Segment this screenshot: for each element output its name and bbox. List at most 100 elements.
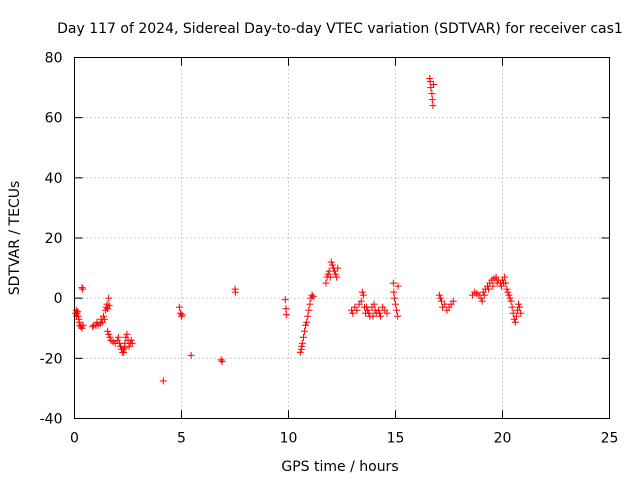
data-point: [305, 306, 313, 314]
data-point: [393, 306, 401, 314]
data-point: [334, 264, 342, 272]
data-point: [394, 282, 402, 290]
data-point: [304, 312, 312, 320]
data-point: [322, 279, 330, 287]
y-tick-label: 0: [54, 291, 63, 307]
data-point: [517, 309, 525, 317]
data-point: [436, 294, 444, 302]
data-point: [178, 311, 186, 319]
data-point: [298, 339, 306, 347]
data-point: [435, 291, 443, 299]
x-axis-label: GPS time / hours: [281, 459, 398, 475]
data-point: [428, 90, 436, 98]
data-point: [383, 309, 391, 317]
data-point: [176, 309, 184, 317]
y-axis-label: SDTVAR / TECUs: [7, 181, 23, 296]
data-point: [331, 267, 339, 275]
data-point: [175, 303, 183, 311]
x-tick-label: 25: [601, 431, 619, 447]
data-point: [478, 297, 486, 305]
data-point: [127, 336, 135, 344]
data-point: [282, 305, 290, 313]
data-point: [301, 327, 309, 335]
data-point: [74, 308, 82, 316]
data-point: [438, 297, 446, 305]
data-points: [72, 75, 525, 385]
data-point: [449, 297, 457, 305]
y-axis: -40 -20 0 20 40 60 80: [40, 51, 610, 428]
data-point: [123, 330, 131, 338]
data-point: [217, 356, 225, 364]
y-tick-label: 60: [45, 111, 63, 127]
data-point: [390, 294, 398, 302]
x-tick-label: 15: [387, 431, 405, 447]
data-point: [511, 318, 519, 326]
data-point: [303, 318, 311, 326]
data-point: [371, 306, 379, 314]
data-point: [500, 279, 508, 287]
data-point: [306, 300, 314, 308]
data-point: [503, 285, 511, 293]
data-point: [357, 297, 365, 305]
data-point: [516, 303, 524, 311]
data-point: [428, 96, 436, 104]
data-point: [333, 273, 341, 281]
x-tick-label: 0: [70, 431, 79, 447]
data-point: [327, 258, 335, 266]
x-tick-label: 20: [494, 431, 512, 447]
y-tick-label: 40: [45, 171, 63, 187]
data-point: [426, 78, 434, 86]
data-point: [72, 306, 80, 314]
data-point: [298, 342, 306, 350]
data-point: [328, 261, 336, 269]
data-point: [480, 291, 488, 299]
data-point: [159, 377, 167, 385]
data-point: [509, 309, 517, 317]
data-point: [75, 318, 83, 326]
data-point: [99, 312, 107, 320]
data-point: [430, 81, 438, 89]
data-point: [120, 348, 128, 356]
data-point: [485, 285, 493, 293]
data-point: [231, 288, 239, 296]
data-point: [106, 333, 114, 341]
data-point: [114, 333, 122, 341]
data-point: [296, 348, 304, 356]
y-tick-label: 20: [45, 231, 63, 247]
data-point: [332, 270, 340, 278]
data-point: [501, 273, 509, 281]
data-point: [375, 309, 383, 317]
data-point: [89, 323, 97, 331]
data-point: [309, 293, 317, 301]
data-point: [79, 285, 87, 293]
data-point: [104, 305, 112, 313]
data-point: [504, 288, 512, 296]
data-point: [365, 309, 373, 317]
data-point: [100, 315, 108, 323]
data-point: [104, 327, 112, 335]
data-point: [78, 324, 86, 332]
data-point: [508, 303, 516, 311]
data-point: [505, 291, 513, 299]
data-point: [121, 344, 129, 352]
data-point: [515, 300, 523, 308]
x-tick-label: 5: [177, 431, 186, 447]
data-point: [79, 321, 87, 329]
data-point: [299, 333, 307, 341]
data-point: [308, 291, 316, 299]
data-point: [477, 294, 485, 302]
data-point: [302, 321, 310, 329]
data-point: [377, 312, 385, 320]
data-point: [282, 311, 290, 319]
y-tick-label: -20: [40, 351, 63, 367]
data-point: [187, 351, 195, 359]
x-axis: 0 5 10 15 20 25: [70, 57, 619, 447]
data-point: [369, 312, 377, 320]
data-point: [105, 330, 113, 338]
data-point: [390, 288, 398, 296]
data-point: [117, 342, 125, 350]
data-point: [363, 303, 371, 311]
data-point: [128, 339, 136, 347]
data-point: [326, 273, 334, 281]
